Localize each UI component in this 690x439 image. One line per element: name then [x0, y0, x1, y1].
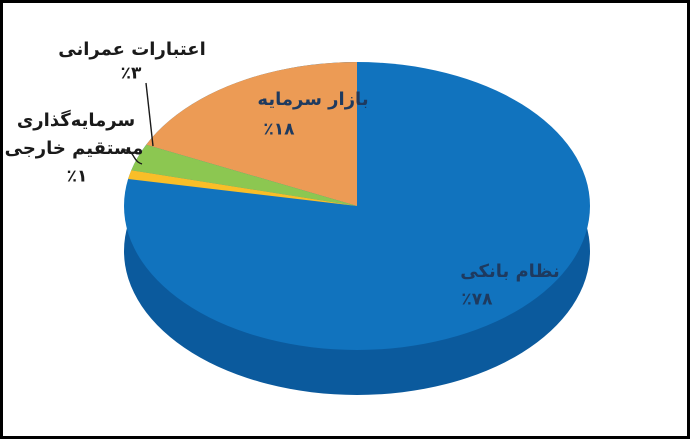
slice-percent-development-credits: ٪۳	[120, 63, 142, 84]
leader-line-foreign-direct-investment	[120, 149, 143, 165]
slice-label-capital-market: بازار سرمایه	[257, 89, 369, 110]
pie-group	[124, 62, 590, 395]
slice-label-development-credits: اعتبارات عمرانی	[58, 39, 206, 60]
pie-slice-foreign-direct-investment	[128, 170, 357, 206]
slice-label-banking-system: نظام بانکی	[460, 261, 560, 282]
pie-slice-development-credits	[131, 144, 357, 206]
slice-label-fdi-line1: سرمایه‌گذاری	[16, 110, 136, 131]
slice-percent-capital-market: ٪۱۸	[263, 119, 295, 140]
leader-line-development-credits	[145, 82, 154, 147]
slice-label-fdi-line2: مستقیم خارجی	[4, 138, 144, 159]
slice-percent-fdi: ٪۱	[66, 166, 88, 187]
slice-percent-banking-system: ٪۷۸	[461, 289, 493, 310]
pie-slice-capital-market	[146, 62, 357, 206]
